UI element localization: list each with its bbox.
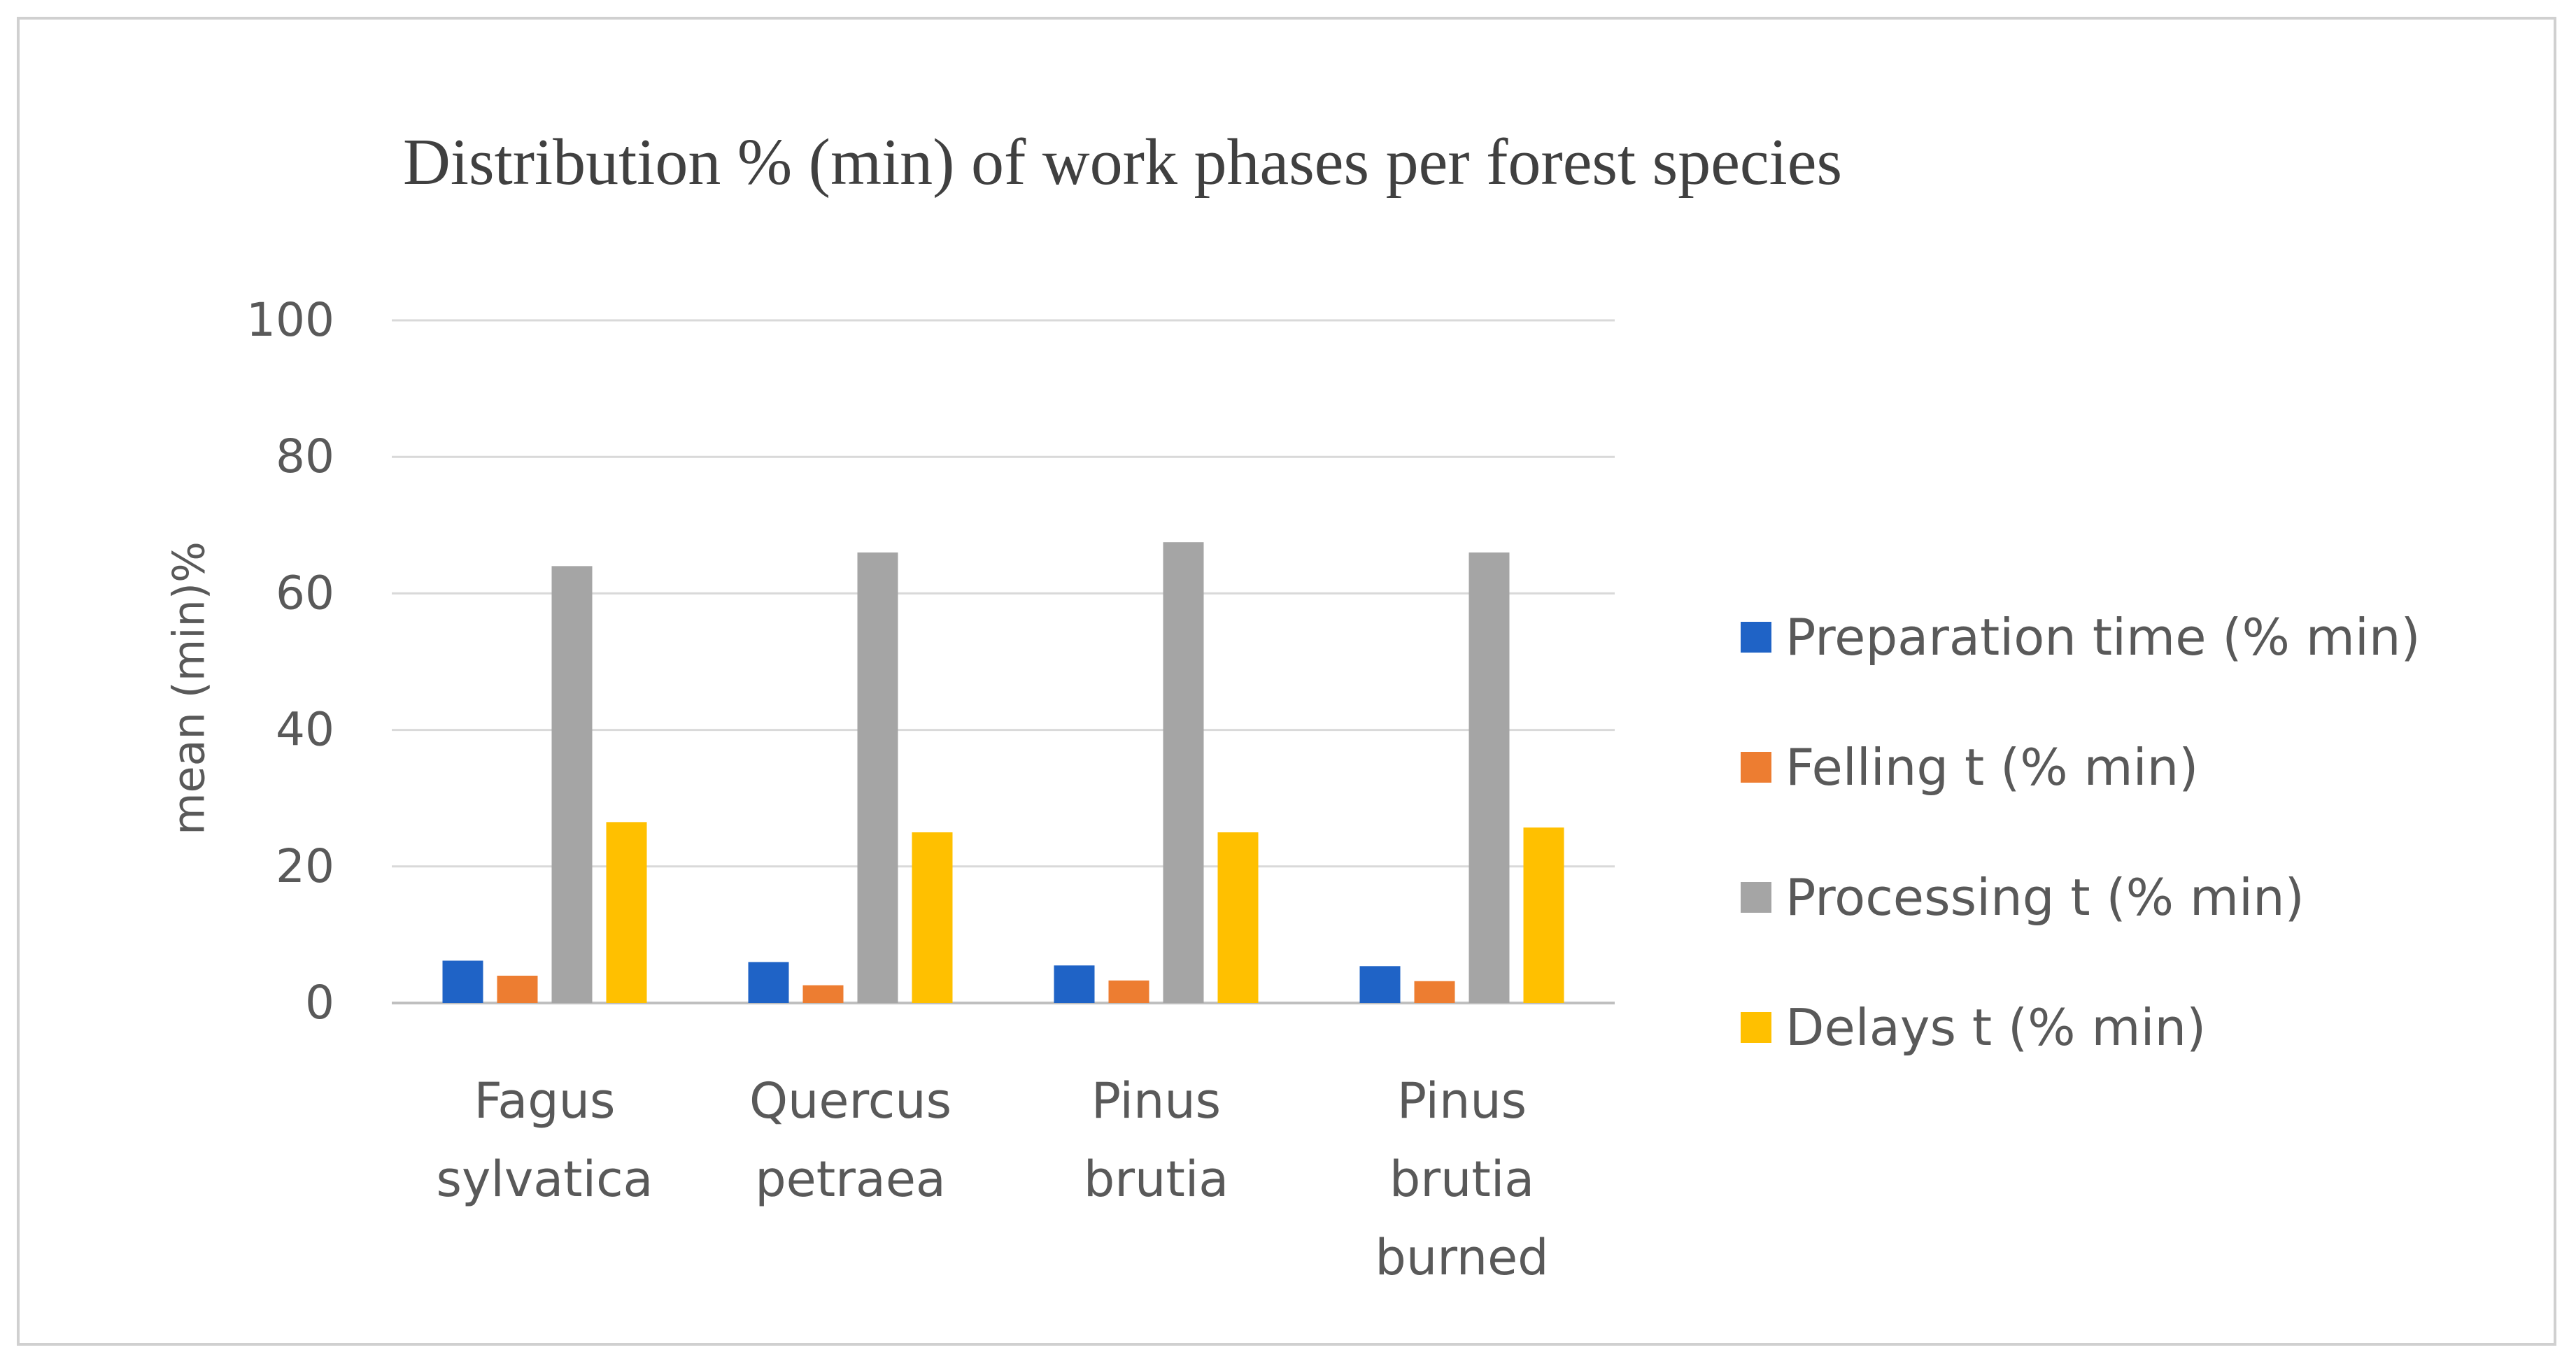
legend-label: Preparation time (% min) xyxy=(1785,608,2421,667)
y-tick-labels: 0 20 40 60 80 100 xyxy=(246,293,334,1030)
legend-swatch xyxy=(1741,752,1771,783)
bar xyxy=(442,960,483,1003)
y-tick-label: 60 xyxy=(276,566,334,620)
legend-swatch xyxy=(1741,622,1771,653)
legend-item: Processing t (% min) xyxy=(1741,832,2421,962)
bar xyxy=(1359,966,1401,1003)
legend-item: Delays t (% min) xyxy=(1741,962,2421,1093)
bars-layer xyxy=(442,542,1564,1003)
bar xyxy=(1108,980,1149,1003)
chart-plot: 0 20 40 60 80 100 Fagus sylvatica Quercus petrae… xyxy=(246,293,1615,1286)
bar xyxy=(802,985,844,1003)
bar xyxy=(1054,965,1095,1003)
bar xyxy=(1414,981,1455,1003)
x-tick-label: Pinus brutia burned xyxy=(1375,1072,1548,1286)
bar xyxy=(551,566,593,1003)
y-tick-label: 20 xyxy=(276,839,334,893)
chart-frame: Distribution % (min) of work phases per … xyxy=(17,17,2556,1346)
y-tick-label: 100 xyxy=(246,293,334,347)
grid-layer xyxy=(392,319,1615,1004)
legend-label: Delays t (% min) xyxy=(1785,998,2207,1057)
bar xyxy=(1523,827,1564,1003)
legend-label: Felling t (% min) xyxy=(1785,738,2199,797)
bar xyxy=(857,552,898,1003)
legend-item: Felling t (% min) xyxy=(1741,702,2421,832)
bar xyxy=(1163,542,1204,1003)
x-tick-labels: Fagus sylvatica Quercus petraea Pinus brutia P… xyxy=(437,1072,1549,1286)
y-tick-label: 80 xyxy=(276,429,334,483)
legend: Preparation time (% min) Felling t (% min… xyxy=(1741,572,2421,1093)
bar xyxy=(606,822,647,1003)
chart-title: Distribution % (min) of work phases per … xyxy=(403,126,1843,199)
legend-swatch xyxy=(1741,1012,1771,1043)
x-tick-label: Quercus petraea xyxy=(749,1072,951,1208)
bar xyxy=(748,962,789,1003)
x-tick-label: Pinus brutia xyxy=(1084,1072,1229,1208)
bar xyxy=(1469,552,1510,1003)
y-tick-label: 40 xyxy=(276,703,334,757)
legend-item: Preparation time (% min) xyxy=(1741,572,2421,702)
y-tick-label: 0 xyxy=(305,976,334,1030)
legend-label: Processing t (% min) xyxy=(1785,868,2305,927)
legend-swatch xyxy=(1741,882,1771,913)
bar xyxy=(1217,832,1259,1003)
bar xyxy=(497,975,538,1003)
bar xyxy=(912,832,953,1003)
x-tick-label: Fagus sylvatica xyxy=(437,1072,653,1208)
